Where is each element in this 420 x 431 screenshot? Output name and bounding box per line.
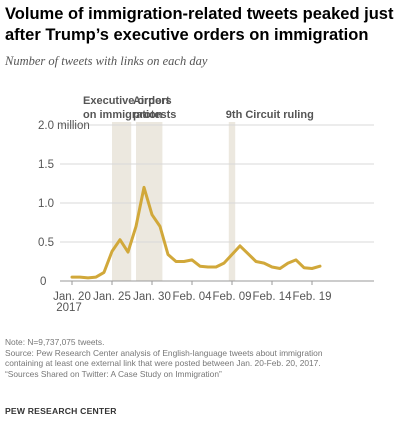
annotation-labels: Executive orders on immigration Airport pro… bbox=[83, 95, 314, 121]
source-text: Source: Pew Research Center analysis of … bbox=[5, 347, 323, 358]
x-tick-label: Feb. 04 bbox=[173, 291, 213, 303]
annotation-bands bbox=[112, 122, 236, 281]
annotation-band bbox=[112, 122, 132, 281]
chart-title: Volume of immigration-related tweets pea… bbox=[5, 5, 394, 44]
x-tick-label: Jan. 20 bbox=[53, 291, 91, 303]
gridlines bbox=[60, 124, 374, 285]
y-axis-labels: 0 0.5 1.0 1.5 2.0 million bbox=[38, 120, 90, 288]
chart-subtitle: Number of tweets with links on each day bbox=[5, 54, 208, 68]
note-text: Note: N=9,737,075 tweets. bbox=[5, 337, 105, 347]
brand-logo-text: PEW RESEARCH CENTER bbox=[5, 406, 117, 416]
y-tick-label: 1.5 bbox=[38, 159, 54, 171]
annotation-label: Executive orders bbox=[83, 95, 172, 107]
annotation-label: protests bbox=[133, 109, 176, 121]
x-tick-label: Jan. 25 bbox=[93, 291, 131, 303]
annotation-label: 9th Circuit ruling bbox=[226, 109, 314, 121]
y-tick-label: 0 bbox=[40, 276, 46, 288]
y-tick-label: 1.0 bbox=[38, 198, 54, 210]
line-chart: Executive orders on immigration Airport pro… bbox=[38, 95, 374, 314]
y-tick-label: 0.5 bbox=[38, 237, 54, 249]
annotation-label: on immigration bbox=[83, 109, 163, 121]
x-tick-label: Jan. 30 bbox=[133, 291, 171, 303]
annotation-band bbox=[228, 122, 236, 281]
source-text-continued: containing at least one external link th… bbox=[5, 358, 321, 369]
x-tick-label: Feb. 14 bbox=[253, 291, 293, 303]
y-tick-label: 2.0 million bbox=[38, 120, 90, 132]
series-line bbox=[70, 185, 322, 280]
x-tick-label: Feb. 19 bbox=[293, 291, 332, 303]
report-title-text: “Sources Shared on Twitter: A Case Study… bbox=[5, 368, 222, 379]
chart-footer: Note: N=9,737,075 tweets. Source: Pew Re… bbox=[5, 337, 417, 379]
x-tick-label: Feb. 09 bbox=[213, 291, 252, 303]
annotation-label: Airport bbox=[133, 95, 170, 107]
x-tick-label-year: 2017 bbox=[56, 302, 82, 314]
